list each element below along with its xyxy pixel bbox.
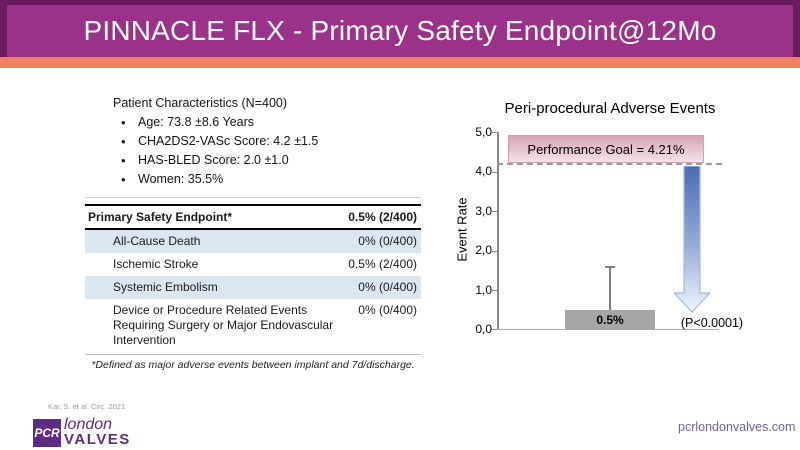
down-arrow-icon [674, 166, 710, 313]
y-tick-label: 0,0 [475, 322, 492, 336]
row-label: Systemic Embolism [113, 280, 218, 294]
bar-value-label: 0.5% [596, 313, 624, 327]
event-rate-bar: 0.5% [565, 310, 655, 330]
patient-characteristics-list: Age: 73.8 ±8.6 Years CHA2DS2-VASc Score:… [113, 113, 318, 189]
header-band-inner: PINNACLE FLX - Primary Safety Endpoint@1… [7, 5, 793, 57]
y-tick-mark [492, 329, 497, 330]
row-label: Ischemic Stroke [113, 257, 199, 271]
table-row: Systemic Embolism 0% (0/400) [85, 276, 421, 299]
error-bar-cap [605, 266, 615, 268]
citation: Kar, S. et al. Circ. 2021 [48, 402, 126, 411]
y-axis-line [497, 132, 499, 330]
y-tick-mark [492, 290, 497, 291]
list-item: Age: 73.8 ±8.6 Years [113, 113, 318, 132]
y-tick-label: 5,0 [475, 125, 492, 139]
table-row: Ischemic Stroke 0.5% (2/400) [85, 253, 421, 276]
header-band: PINNACLE FLX - Primary Safety Endpoint@1… [0, 0, 800, 57]
pcr-logo-text: PCR [34, 425, 60, 440]
patient-characteristics-title: Patient Characteristics (N=400) [113, 96, 288, 110]
pcr-london-valves-logo: PCR london VALVES [33, 416, 131, 448]
row-value: 0% (0/400) [358, 303, 417, 317]
y-tick-mark [492, 251, 497, 252]
website-url: pcrlondonvalves.com [678, 420, 796, 434]
y-tick-mark [492, 172, 497, 173]
error-bar-line [609, 267, 611, 310]
header-accent-stripe [0, 57, 800, 68]
p-value-label: (P<0.0001) [680, 316, 744, 330]
y-tick-label: 1,0 [475, 283, 492, 297]
y-tick-label: 4,0 [475, 164, 492, 178]
row-value: 0% (0/400) [358, 280, 417, 294]
adverse-events-chart: Peri-procedural Adverse Events Event Rat… [440, 88, 800, 363]
performance-goal-label: Performance Goal = 4.21% [527, 141, 685, 157]
logo-london-text: london [64, 416, 113, 433]
logo-wordmark: london VALVES [64, 416, 131, 448]
y-tick-label: 3,0 [475, 204, 492, 218]
slide-title: PINNACLE FLX - Primary Safety Endpoint@1… [83, 15, 717, 46]
table-header-label: Primary Safety Endpoint* [88, 210, 233, 224]
table-header-row: Primary Safety Endpoint* 0.5% (2/400) [85, 204, 421, 230]
y-tick-mark [492, 211, 497, 212]
performance-goal-box: Performance Goal = 4.21% [508, 135, 704, 163]
row-label: All-Cause Death [113, 234, 201, 248]
row-label: Device or Procedure Related Events Requi… [113, 303, 334, 347]
row-value: 0.5% (2/400) [348, 257, 417, 271]
patient-characteristics: Patient Characteristics (N=400) Age: 73.… [113, 94, 318, 189]
table-row: Device or Procedure Related Events Requi… [85, 299, 421, 352]
y-tick-mark [492, 132, 497, 133]
table-bottom-divider [85, 354, 421, 355]
endpoint-table: Primary Safety Endpoint* 0.5% (2/400) Al… [85, 197, 421, 355]
y-tick-label: 2,0 [475, 243, 492, 257]
table-footnote: *Defined as major adverse events between… [91, 359, 415, 371]
row-value: 0% (0/400) [358, 234, 417, 248]
performance-goal-dashed-line [497, 163, 722, 165]
table-top-divider [85, 197, 421, 198]
list-item: HAS-BLED Score: 2.0 ±1.0 [113, 151, 318, 170]
table-header-value: 0.5% (2/400) [348, 210, 417, 224]
chart-title: Peri-procedural Adverse Events [504, 100, 716, 117]
list-item: Women: 35.5% [113, 170, 318, 189]
table-row: All-Cause Death 0% (0/400) [85, 230, 421, 253]
list-item: CHA2DS2-VASc Score: 4.2 ±1.5 [113, 132, 318, 151]
pcr-logo-icon: PCR [33, 418, 61, 447]
logo-valves-text: VALVES [64, 431, 131, 448]
